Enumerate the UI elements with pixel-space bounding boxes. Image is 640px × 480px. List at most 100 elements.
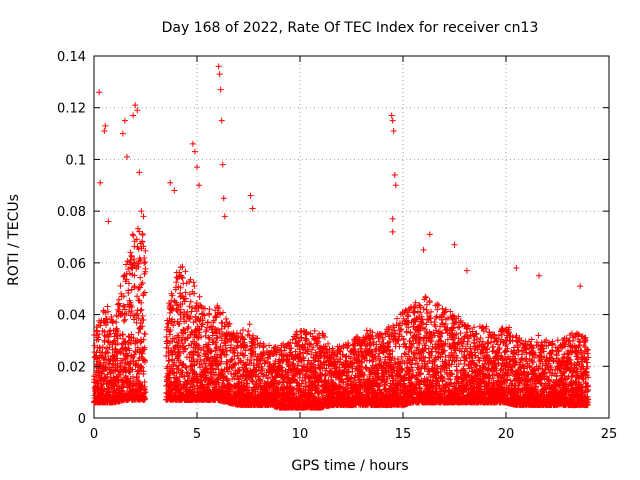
roti-point	[194, 352, 201, 359]
roti-point	[137, 256, 144, 263]
roti-point	[125, 280, 132, 287]
roti-point	[208, 348, 215, 355]
roti-point	[130, 232, 137, 239]
roti-point	[131, 282, 138, 289]
roti-point	[220, 348, 227, 355]
roti-point	[119, 359, 126, 366]
roti-point	[120, 302, 127, 309]
roti-point	[139, 279, 146, 286]
roti-point	[210, 365, 217, 372]
roti-point	[128, 340, 135, 347]
roti-point	[141, 394, 148, 401]
roti-point	[182, 345, 189, 352]
roti-point	[102, 364, 109, 371]
roti-point	[141, 260, 148, 267]
roti-point	[138, 353, 145, 360]
roti-point	[189, 304, 196, 311]
roti-point	[97, 322, 104, 329]
roti-point	[133, 361, 140, 368]
roti-point	[223, 315, 230, 322]
roti-point	[102, 309, 109, 316]
roti-point	[125, 341, 132, 348]
roti-point	[193, 308, 200, 315]
roti-point	[103, 364, 110, 371]
roti-point	[136, 284, 143, 291]
roti-point	[214, 334, 221, 341]
roti-point	[206, 335, 213, 342]
roti-point	[206, 306, 213, 313]
roti-point	[171, 298, 178, 305]
roti-point	[140, 368, 147, 375]
roti-point	[213, 335, 220, 342]
roti-point	[229, 376, 236, 383]
roti-point	[167, 327, 174, 334]
roti-point	[179, 263, 186, 270]
roti-point	[175, 366, 182, 373]
roti-point	[137, 339, 144, 346]
roti-point	[177, 284, 184, 291]
roti-point	[141, 359, 148, 366]
roti-point	[114, 355, 121, 362]
roti-point	[226, 320, 233, 327]
roti-point	[129, 231, 136, 238]
roti-point	[123, 276, 130, 283]
roti-point	[204, 319, 211, 326]
roti-point	[140, 336, 147, 343]
roti-point	[179, 340, 186, 347]
roti-point	[203, 374, 210, 381]
roti-point	[139, 231, 146, 238]
roti-point	[123, 261, 130, 268]
roti-point	[135, 329, 142, 336]
roti-point	[191, 383, 198, 390]
roti-point	[135, 297, 142, 304]
roti-point	[167, 331, 174, 338]
roti-point	[175, 332, 182, 339]
roti-point	[196, 360, 203, 367]
roti-point	[131, 272, 138, 279]
roti-point	[139, 239, 146, 246]
roti-point	[191, 362, 198, 369]
roti-point	[163, 340, 170, 347]
roti-point	[178, 274, 185, 281]
roti-point	[183, 318, 190, 325]
roti-point	[204, 368, 211, 375]
roti-point	[109, 319, 116, 326]
roti-point	[132, 361, 139, 368]
roti-point	[171, 335, 178, 342]
roti-point	[227, 342, 234, 349]
roti-point	[179, 275, 186, 282]
roti-point	[214, 304, 221, 311]
roti-point	[181, 298, 188, 305]
roti-point	[105, 350, 112, 357]
roti-point	[138, 281, 145, 288]
roti-point	[206, 311, 213, 318]
roti-point	[121, 306, 128, 313]
roti-point	[138, 299, 145, 306]
roti-point	[191, 283, 198, 290]
roti-point	[171, 318, 178, 325]
roti-point	[117, 363, 124, 370]
roti-point	[205, 341, 212, 348]
roti-point	[167, 301, 174, 308]
roti-point	[186, 303, 193, 310]
roti-point	[213, 339, 220, 346]
roti-point	[213, 314, 220, 321]
roti-point	[225, 380, 232, 387]
roti-point	[95, 336, 102, 343]
roti-point	[102, 353, 109, 360]
roti-point	[169, 292, 176, 299]
roti-point	[187, 313, 194, 320]
roti-point	[115, 296, 122, 303]
roti-point	[219, 309, 226, 316]
roti-point	[140, 243, 147, 250]
roti-point	[190, 319, 197, 326]
roti-point	[166, 328, 173, 335]
roti-point	[128, 304, 135, 311]
roti-point	[196, 352, 203, 359]
roti-point	[98, 352, 105, 359]
roti-point	[173, 299, 180, 306]
roti-point	[106, 358, 113, 365]
roti-point	[177, 350, 184, 357]
roti-point	[164, 324, 171, 331]
roti-point	[214, 354, 221, 361]
